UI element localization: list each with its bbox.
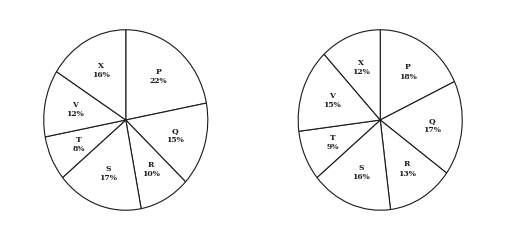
Text: Q
17%: Q 17% (422, 117, 440, 134)
Wedge shape (126, 120, 185, 209)
Wedge shape (126, 30, 206, 120)
Text: V
12%: V 12% (66, 101, 84, 118)
Text: R
13%: R 13% (397, 160, 415, 178)
Wedge shape (317, 120, 390, 210)
Text: R
10%: R 10% (141, 161, 160, 178)
Wedge shape (126, 103, 208, 182)
Text: X
16%: X 16% (92, 62, 110, 79)
Text: X
12%: X 12% (351, 59, 369, 76)
Wedge shape (45, 120, 126, 178)
Wedge shape (379, 120, 446, 210)
Text: T
8%: T 8% (73, 136, 85, 153)
Text: S
16%: S 16% (351, 164, 369, 181)
Wedge shape (379, 82, 462, 173)
Text: V
15%: V 15% (322, 92, 340, 109)
Text: P
22%: P 22% (149, 68, 167, 85)
Wedge shape (323, 30, 379, 120)
Text: S
17%: S 17% (99, 165, 117, 182)
Wedge shape (63, 120, 141, 210)
Wedge shape (298, 120, 379, 178)
Wedge shape (297, 54, 379, 131)
Wedge shape (57, 30, 126, 120)
Wedge shape (379, 30, 453, 120)
Text: Q
15%: Q 15% (166, 127, 184, 144)
Text: T
9%: T 9% (326, 134, 338, 151)
Wedge shape (43, 72, 126, 137)
Text: P
18%: P 18% (398, 63, 416, 81)
